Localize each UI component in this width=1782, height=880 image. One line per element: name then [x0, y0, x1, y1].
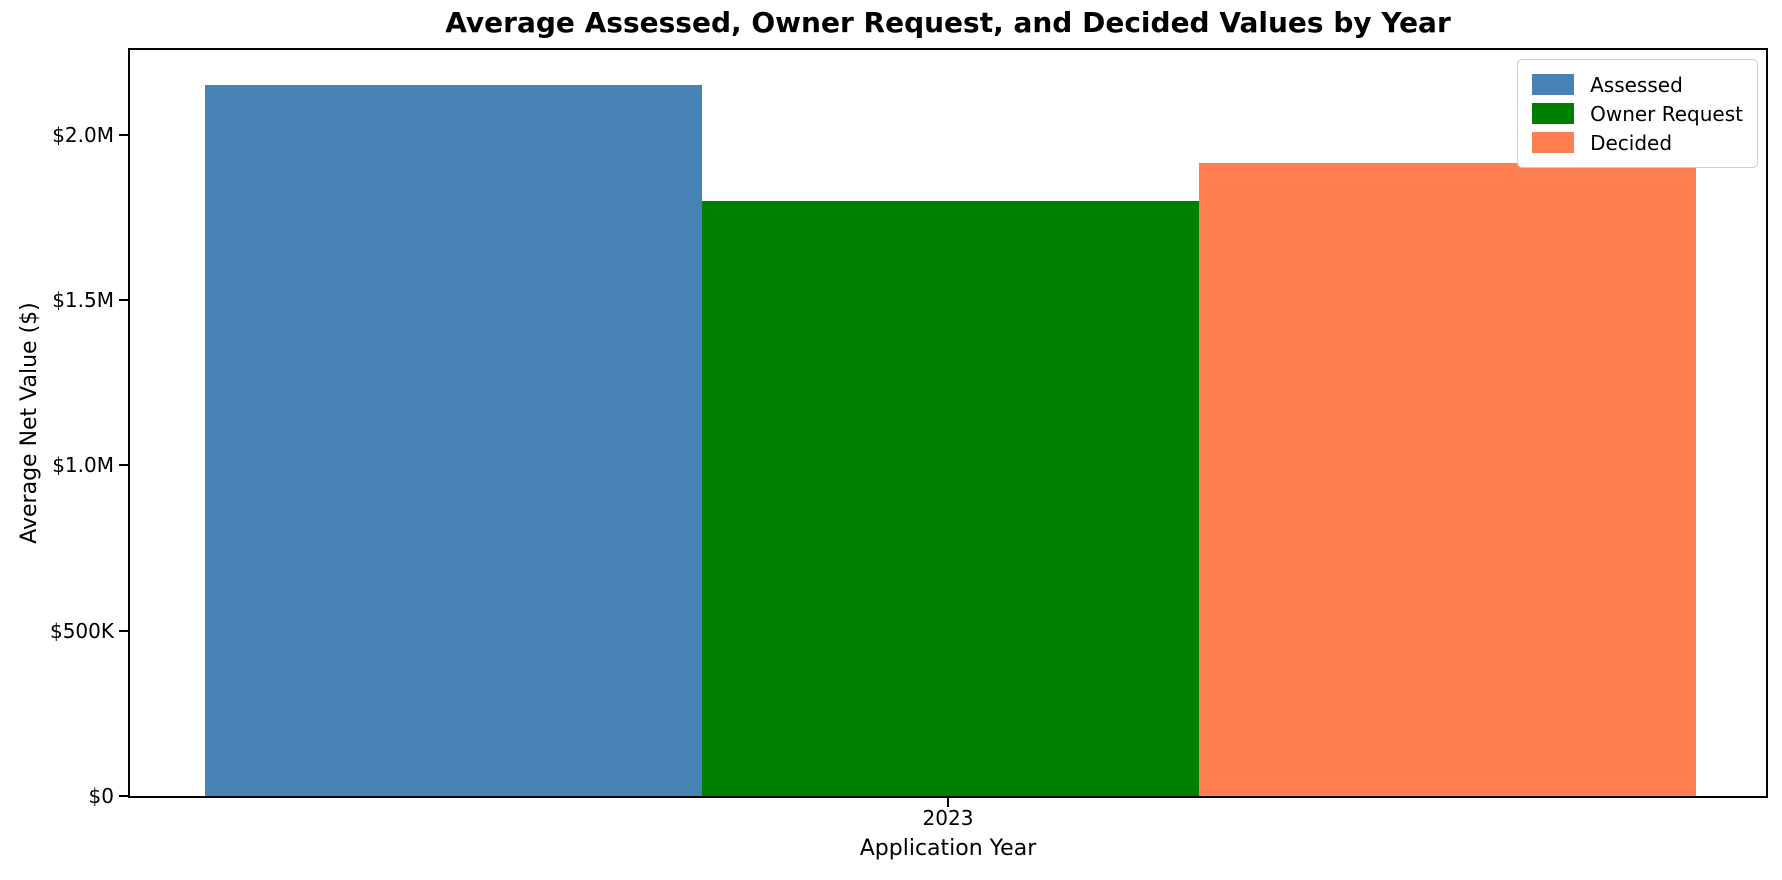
x-axis-label: Application Year: [859, 836, 1037, 861]
legend-label: Assessed: [1590, 72, 1683, 97]
x-tick-label: 2023: [922, 806, 974, 830]
bar-assessed: [204, 85, 702, 796]
y-tick-label: $1.0M: [52, 453, 114, 478]
legend-label: Decided: [1590, 130, 1673, 155]
y-tick-mark: [119, 133, 128, 136]
y-tick-label: $2.0M: [52, 122, 114, 147]
bar-owner-request: [701, 200, 1199, 796]
chart-title: Average Assessed, Owner Request, and Dec…: [445, 6, 1451, 39]
bar-decided: [1198, 162, 1696, 796]
plot-area: [128, 48, 1768, 798]
legend-item: Owner Request: [1532, 99, 1743, 128]
y-tick-label: $0: [88, 784, 114, 808]
legend-item: Assessed: [1532, 70, 1743, 99]
legend-swatch-icon: [1532, 103, 1575, 124]
legend-item: Decided: [1532, 128, 1743, 157]
x-tick-mark: [947, 798, 949, 807]
y-tick-mark: [119, 629, 128, 632]
legend-swatch-icon: [1532, 74, 1575, 95]
legend-label: Owner Request: [1590, 101, 1743, 126]
y-tick-label: $1.5M: [52, 287, 114, 312]
y-tick-mark: [119, 464, 128, 467]
legend-swatch-icon: [1532, 132, 1575, 153]
y-tick-label: $500K: [49, 618, 114, 643]
y-tick-mark: [119, 298, 128, 301]
legend: Assessed Owner Request Decided: [1517, 59, 1758, 168]
y-tick-mark: [119, 795, 128, 797]
y-axis-label: Average Net Value ($): [17, 302, 42, 544]
